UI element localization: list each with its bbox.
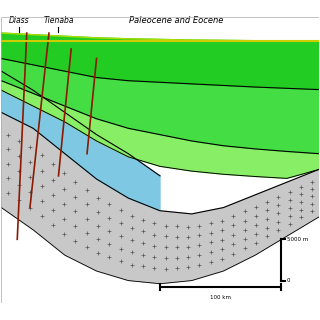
Polygon shape bbox=[1, 33, 319, 90]
Polygon shape bbox=[1, 81, 319, 178]
Polygon shape bbox=[1, 71, 160, 211]
Text: Diass: Diass bbox=[9, 16, 29, 25]
Text: 100 km: 100 km bbox=[210, 295, 231, 300]
Text: 0: 0 bbox=[287, 278, 290, 283]
Polygon shape bbox=[1, 112, 319, 284]
Polygon shape bbox=[1, 59, 319, 154]
Text: Paleocene and Eocene: Paleocene and Eocene bbox=[129, 16, 223, 25]
Text: 5000 m: 5000 m bbox=[287, 237, 308, 242]
Text: Tienaba: Tienaba bbox=[43, 16, 74, 25]
